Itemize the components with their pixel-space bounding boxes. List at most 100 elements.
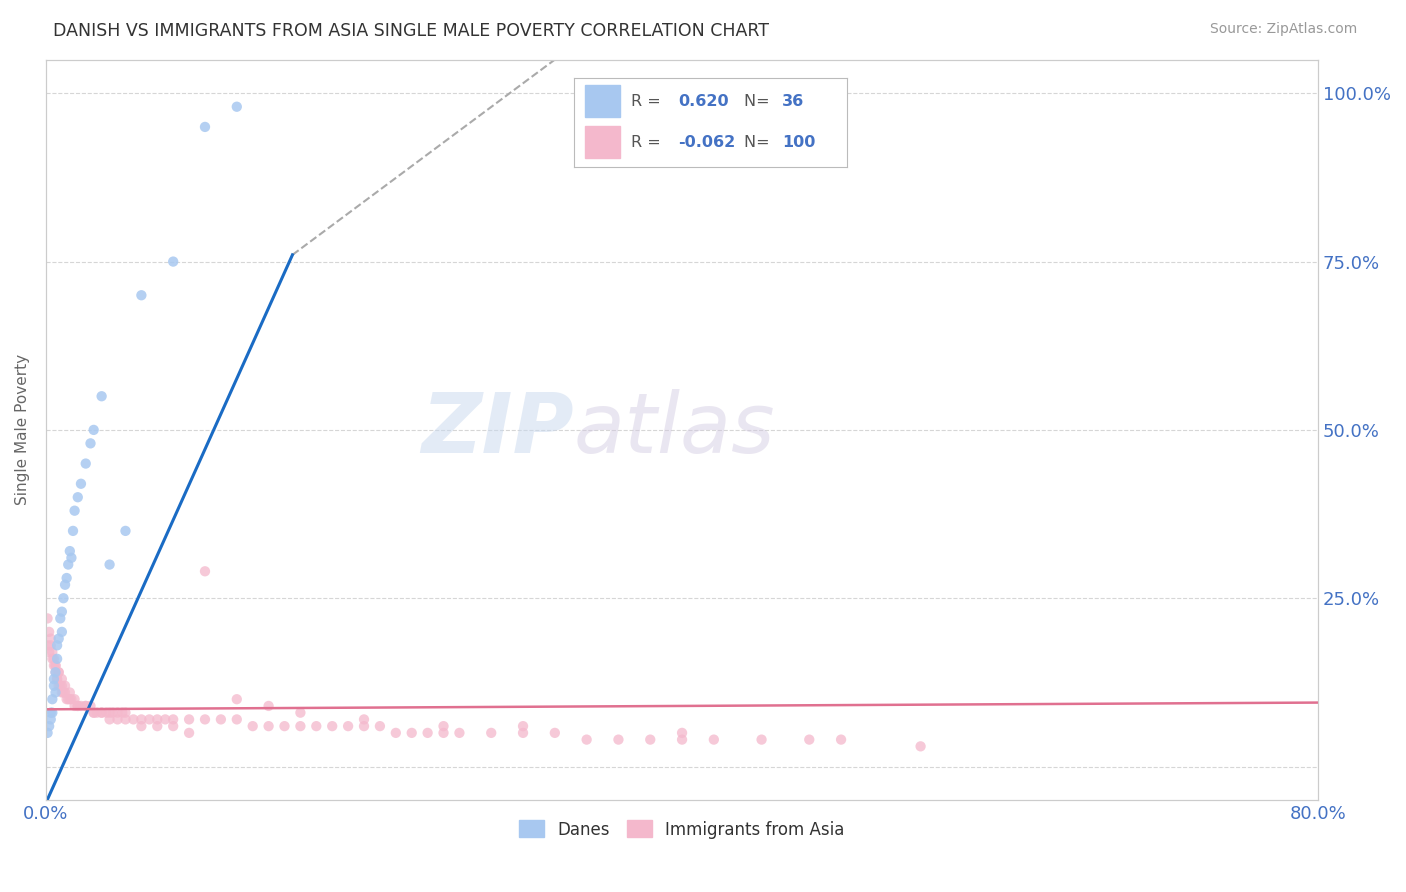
Point <box>146 713 169 727</box>
Point <box>42 658 65 673</box>
Point <box>90 389 112 403</box>
Point <box>194 713 217 727</box>
Point <box>75 457 97 471</box>
Point <box>48 665 70 680</box>
Point <box>44 685 66 699</box>
Point <box>337 719 360 733</box>
Point <box>62 524 84 538</box>
Point <box>353 719 375 733</box>
Point <box>96 706 118 720</box>
Text: ZIP: ZIP <box>422 390 574 470</box>
Point <box>225 713 247 727</box>
Point <box>290 719 312 733</box>
Point <box>59 692 82 706</box>
Point <box>90 706 112 720</box>
Point <box>37 611 59 625</box>
Point <box>58 692 80 706</box>
Point <box>107 713 129 727</box>
Point <box>63 698 86 713</box>
Text: DANISH VS IMMIGRANTS FROM ASIA SINGLE MALE POVERTY CORRELATION CHART: DANISH VS IMMIGRANTS FROM ASIA SINGLE MA… <box>53 22 769 40</box>
Point <box>122 713 145 727</box>
Point <box>49 611 72 625</box>
Point <box>38 645 60 659</box>
Point <box>38 719 60 733</box>
Point <box>58 558 80 572</box>
Point <box>512 726 534 740</box>
Point <box>512 719 534 733</box>
Point <box>479 726 502 740</box>
Point <box>66 698 89 713</box>
Point <box>107 706 129 720</box>
Point <box>44 665 66 680</box>
Point <box>75 698 97 713</box>
Point <box>432 719 454 733</box>
Point <box>46 672 69 686</box>
Point <box>39 713 62 727</box>
Point <box>55 571 77 585</box>
Point <box>42 652 65 666</box>
Point <box>48 665 70 680</box>
Point <box>321 719 343 733</box>
Point <box>44 658 66 673</box>
Point <box>131 288 153 302</box>
Point <box>671 726 693 740</box>
Point <box>46 672 69 686</box>
Point <box>131 719 153 733</box>
Point <box>162 719 184 733</box>
Point <box>42 679 65 693</box>
Point <box>225 692 247 706</box>
Point <box>209 713 232 727</box>
Point <box>432 726 454 740</box>
Point <box>37 638 59 652</box>
Point <box>225 100 247 114</box>
Point <box>114 713 136 727</box>
Point <box>63 504 86 518</box>
Point <box>257 719 280 733</box>
Point <box>131 713 153 727</box>
Point <box>53 685 76 699</box>
Point <box>290 706 312 720</box>
Point <box>162 713 184 727</box>
Point <box>607 732 630 747</box>
Point <box>66 698 89 713</box>
Point <box>38 624 60 639</box>
Point <box>60 550 83 565</box>
Point <box>46 638 69 652</box>
Point <box>41 706 63 720</box>
Point <box>194 564 217 578</box>
Point <box>52 591 75 606</box>
Text: Source: ZipAtlas.com: Source: ZipAtlas.com <box>1209 22 1357 37</box>
Point <box>98 706 121 720</box>
Point <box>59 544 82 558</box>
Point <box>60 692 83 706</box>
Point <box>177 713 200 727</box>
Point <box>257 698 280 713</box>
Point <box>52 685 75 699</box>
Point <box>37 726 59 740</box>
Point <box>242 719 264 733</box>
Point <box>385 726 408 740</box>
Point <box>53 578 76 592</box>
Text: atlas: atlas <box>574 390 776 470</box>
Point <box>51 624 73 639</box>
Point <box>305 719 328 733</box>
Point <box>146 719 169 733</box>
Point <box>98 558 121 572</box>
Point <box>49 679 72 693</box>
Point <box>59 685 82 699</box>
Point <box>41 692 63 706</box>
Point <box>41 652 63 666</box>
Point <box>42 672 65 686</box>
Point <box>575 732 598 747</box>
Point <box>401 726 423 740</box>
Point <box>544 726 567 740</box>
Point <box>55 692 77 706</box>
Point <box>114 524 136 538</box>
Point <box>70 476 93 491</box>
Legend: Danes, Immigrants from Asia: Danes, Immigrants from Asia <box>513 814 851 846</box>
Point <box>910 739 932 754</box>
Point <box>98 713 121 727</box>
Point <box>638 732 661 747</box>
Point <box>353 713 375 727</box>
Point <box>90 706 112 720</box>
